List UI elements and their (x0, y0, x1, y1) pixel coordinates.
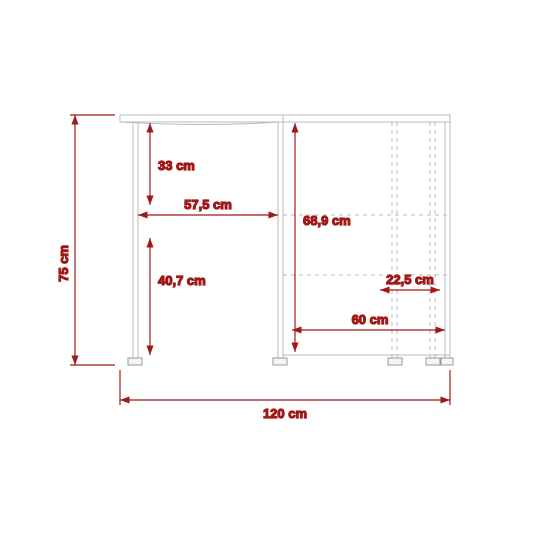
furniture-outline (120, 115, 453, 365)
label-407: 40,7 cm (158, 273, 206, 288)
dim-689: 68,9 cm (295, 123, 351, 352)
label-60: 60 cm (352, 312, 389, 327)
label-689: 68,9 cm (303, 213, 351, 228)
dim-outer-height: 75 cm (56, 115, 115, 365)
dim-575: 57,5 cm (138, 197, 278, 215)
dim-225: 22,5 cm (380, 272, 440, 290)
label-outer-height: 75 cm (56, 245, 71, 282)
furniture-dimension-diagram: 75 cm 120 cm 33 cm 57,5 cm 40,7 cm 68,9 … (0, 0, 535, 535)
dim-407: 40,7 cm (150, 238, 206, 355)
label-33: 33 cm (158, 158, 195, 173)
dim-33: 33 cm (150, 123, 195, 205)
label-225: 22,5 cm (386, 272, 434, 287)
label-outer-width: 120 cm (263, 406, 307, 421)
label-575: 57,5 cm (184, 197, 232, 212)
dim-outer-width: 120 cm (120, 370, 450, 421)
dim-60: 60 cm (292, 312, 445, 330)
